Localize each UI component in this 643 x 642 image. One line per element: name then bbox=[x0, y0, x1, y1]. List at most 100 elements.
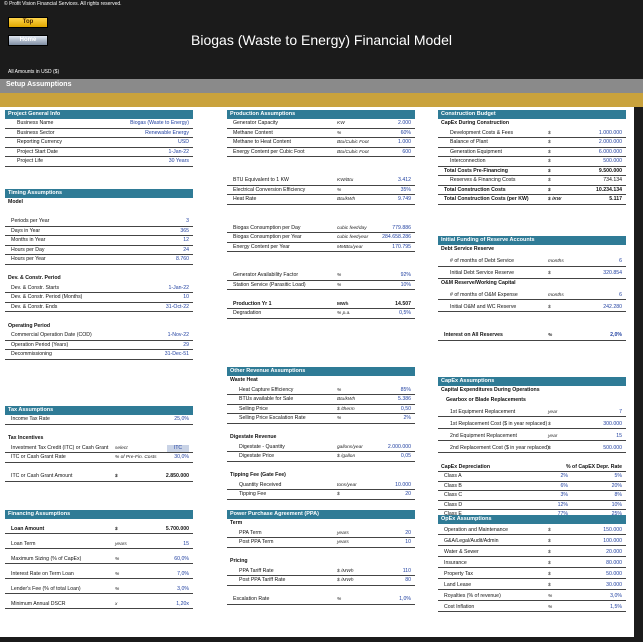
capex-share-value[interactable]: 12% bbox=[557, 501, 568, 508]
dev-period-value[interactable]: 10 bbox=[183, 294, 189, 300]
production-row: Biogas Consumption per Day cubic feet/day… bbox=[227, 224, 415, 233]
degradation-row: Degradation% p.a. 0,5% bbox=[227, 309, 415, 319]
project-info-row: Project Life 30 Years bbox=[5, 157, 193, 167]
production-value[interactable]: 600 bbox=[402, 148, 411, 155]
debt-reserve-row: # of months of Debt Service months 6 bbox=[438, 255, 626, 267]
production-value[interactable]: 284.658.286 bbox=[382, 234, 411, 240]
opex-value[interactable]: 80.000 bbox=[606, 559, 622, 566]
interest-reserves-value[interactable]: 2,0% bbox=[610, 332, 622, 338]
construction-value[interactable]: 2.000.000 bbox=[598, 139, 622, 145]
om-reserve-value[interactable]: 242.280 bbox=[603, 303, 622, 310]
escalation-value[interactable]: 1,0% bbox=[399, 596, 411, 602]
opex-value[interactable]: 100.000 bbox=[603, 537, 622, 544]
timing-value[interactable]: 8.760 bbox=[176, 256, 189, 262]
waste-heat-value[interactable]: 0,50 bbox=[400, 405, 411, 412]
timing-value[interactable]: 24 bbox=[183, 246, 189, 253]
production-value[interactable]: 779.886 bbox=[392, 224, 411, 231]
replacement-value[interactable]: 300.000 bbox=[603, 420, 622, 427]
capex-share-value[interactable]: 2% bbox=[560, 473, 569, 479]
om-reserve-value[interactable]: 6 bbox=[619, 291, 622, 298]
debt-reserve-value[interactable]: 320.854 bbox=[603, 270, 622, 276]
subheader-om: O&M Reserve/Working Capital bbox=[441, 279, 516, 286]
digestate-value[interactable]: 2.000.000 bbox=[387, 443, 411, 450]
dev-period-value[interactable]: 1-Jan-22 bbox=[168, 284, 189, 291]
opex-value[interactable]: 1,5% bbox=[610, 603, 622, 610]
depr-rate-value[interactable]: 20% bbox=[611, 482, 622, 489]
project-info-value[interactable]: USD bbox=[178, 139, 189, 145]
dev-period-value[interactable]: 31-Oct-22 bbox=[165, 303, 189, 310]
home-button[interactable]: Home bbox=[8, 35, 48, 46]
project-info-value[interactable]: 30 Years bbox=[168, 158, 189, 164]
project-info-value[interactable]: Biogas (Waste to Energy) bbox=[130, 120, 189, 126]
replacement-row: 1st Replacement Cost ($ in year replaced… bbox=[438, 417, 626, 429]
copyright-text: © Profit Vision Financial Services. All … bbox=[4, 1, 122, 7]
subheader-gearbox: Gearbox or Blade Replacements bbox=[446, 396, 526, 403]
financing-value[interactable]: 5.700.000 bbox=[165, 525, 189, 532]
capex-share-value[interactable]: 6% bbox=[560, 482, 569, 489]
production-value[interactable]: 9.749 bbox=[398, 196, 411, 202]
opex-row: Water & Sewer $20.000 bbox=[438, 546, 626, 557]
capex-share-value[interactable]: 77% bbox=[557, 511, 568, 517]
production-value[interactable]: 60% bbox=[400, 129, 411, 136]
degradation-value[interactable]: 0,5% bbox=[399, 310, 411, 316]
depr-rate-value[interactable]: 5% bbox=[614, 473, 623, 479]
production-value[interactable]: 2.000 bbox=[398, 120, 411, 126]
timing-row: Months in Year 12 bbox=[5, 236, 193, 246]
production-value[interactable]: 1.000 bbox=[398, 139, 411, 145]
depr-rate-value[interactable]: 25% bbox=[611, 511, 622, 517]
ppa-price-value[interactable]: 80 bbox=[405, 577, 411, 583]
timing-row: Hours per Day 24 bbox=[5, 246, 193, 255]
replacement-value[interactable]: 15 bbox=[616, 432, 622, 439]
project-info-value[interactable]: 1-Jan-22 bbox=[168, 148, 189, 155]
operating-period-value[interactable]: 31-Dec-51 bbox=[164, 351, 189, 357]
opex-value[interactable]: 150.000 bbox=[603, 526, 622, 533]
waste-heat-value[interactable]: 5.386 bbox=[398, 396, 411, 402]
ppa-term-value[interactable]: 20 bbox=[405, 529, 411, 536]
project-info-value[interactable]: Renewable Energy bbox=[145, 129, 189, 136]
construction-value[interactable]: 1.000.000 bbox=[598, 129, 622, 136]
subheader-capex: CapEx During Construction bbox=[441, 120, 510, 126]
production-value[interactable]: 92% bbox=[400, 272, 411, 278]
financing-value[interactable]: 15 bbox=[183, 540, 189, 547]
debt-reserve-value[interactable]: 6 bbox=[619, 258, 622, 264]
replacement-value[interactable]: 7 bbox=[619, 408, 622, 415]
production-value[interactable]: 3.412 bbox=[398, 177, 411, 183]
depr-rate-value[interactable]: 10% bbox=[611, 501, 622, 508]
construction-value[interactable]: 500.000 bbox=[603, 158, 622, 164]
opex-value[interactable]: 3,0% bbox=[610, 592, 622, 599]
opex-value[interactable]: 50.000 bbox=[606, 570, 622, 577]
ppa-price-value[interactable]: 110 bbox=[402, 567, 411, 574]
opex-row: Cost Inflation% 1,5% bbox=[438, 601, 626, 612]
production-value[interactable]: 35% bbox=[400, 186, 411, 193]
production-value[interactable]: 10% bbox=[400, 281, 411, 288]
replacement-value[interactable]: 500.000 bbox=[603, 444, 622, 451]
income-tax-value[interactable]: 25,0% bbox=[174, 416, 189, 422]
financing-value[interactable]: 1,20x bbox=[176, 600, 189, 607]
itc-rate-value[interactable]: 30,0% bbox=[174, 454, 189, 460]
financing-value[interactable]: 3,0% bbox=[177, 585, 189, 592]
top-button[interactable]: Top bbox=[8, 17, 48, 28]
ppa-term-value[interactable]: 10 bbox=[405, 539, 411, 545]
subheader-digestate: Digestate Revenue bbox=[230, 434, 277, 440]
depr-rate-value[interactable]: 8% bbox=[614, 492, 623, 498]
production-value[interactable]: 170.795 bbox=[392, 243, 411, 250]
itc-dropdown[interactable]: ITC bbox=[167, 444, 189, 452]
operating-period-value[interactable]: 29 bbox=[183, 341, 189, 348]
opex-value[interactable]: 20.000 bbox=[606, 548, 622, 555]
tipping-value[interactable]: 10.000 bbox=[395, 481, 411, 488]
timing-value[interactable]: 365 bbox=[180, 227, 189, 234]
waste-heat-value[interactable]: 2% bbox=[403, 415, 412, 421]
capex-share-value[interactable]: 3% bbox=[560, 492, 569, 498]
waste-heat-value[interactable]: 85% bbox=[400, 386, 411, 393]
opex-value[interactable]: 30.000 bbox=[606, 581, 622, 588]
timing-value[interactable]: 3 bbox=[186, 218, 189, 224]
digestate-value[interactable]: 0,05 bbox=[400, 453, 411, 459]
timing-value[interactable]: 12 bbox=[183, 237, 189, 243]
financing-value[interactable]: 60,0% bbox=[174, 555, 189, 562]
replacement-row: 1st Equipment Replacement year 7 bbox=[438, 405, 626, 417]
tipping-value[interactable]: 20 bbox=[405, 491, 411, 497]
financing-value[interactable]: 7,0% bbox=[177, 570, 189, 577]
timing-row: Hours per Year 8.760 bbox=[5, 255, 193, 265]
operating-period-value[interactable]: 1-Nov-22 bbox=[167, 332, 189, 338]
construction-value[interactable]: 6.000.000 bbox=[598, 148, 622, 155]
